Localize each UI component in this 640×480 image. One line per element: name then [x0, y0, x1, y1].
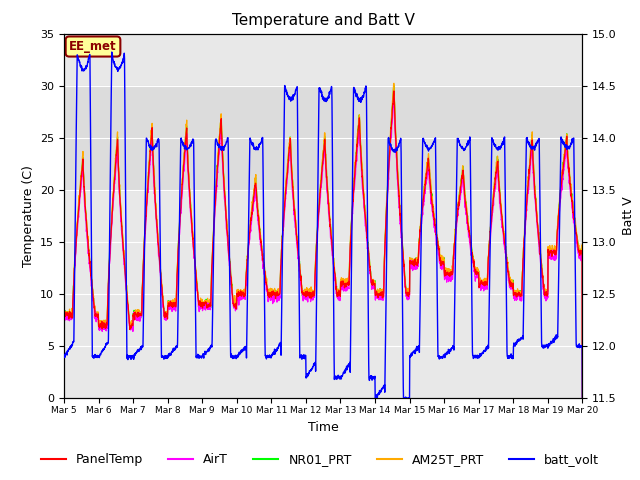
Y-axis label: Batt V: Batt V: [623, 197, 636, 235]
Legend: PanelTemp, AirT, NR01_PRT, AM25T_PRT, batt_volt: PanelTemp, AirT, NR01_PRT, AM25T_PRT, ba…: [36, 448, 604, 471]
Title: Temperature and Batt V: Temperature and Batt V: [232, 13, 415, 28]
Bar: [64, 86, 582, 190]
X-axis label: Time: Time: [308, 420, 339, 433]
Y-axis label: Temperature (C): Temperature (C): [22, 165, 35, 267]
Text: EE_met: EE_met: [69, 40, 117, 53]
